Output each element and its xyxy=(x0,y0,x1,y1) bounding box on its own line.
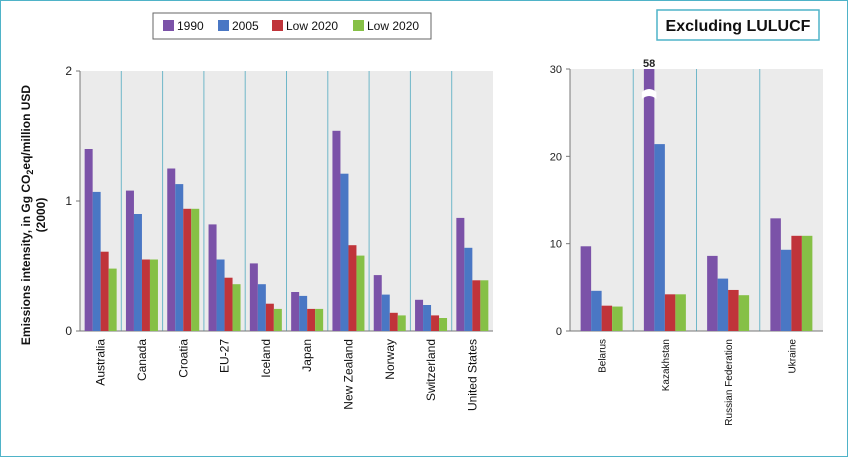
category-label-croatia: Croatia xyxy=(176,339,190,378)
legend-label-1990: 1990 xyxy=(177,19,204,33)
category-label-new-zealand: New Zealand xyxy=(341,339,355,410)
bar-australia-low2020-green xyxy=(108,268,117,331)
category-label-canada: Canada xyxy=(135,339,149,381)
bar-new-zealand-2005 xyxy=(340,173,349,331)
bar-eu-27-low2020-green xyxy=(232,284,241,331)
category-label-united-states: United States xyxy=(465,339,479,411)
bar-australia-2005 xyxy=(92,191,101,331)
bar-norway-low2020-red xyxy=(389,312,398,331)
y-tick-label: 20 xyxy=(550,151,562,163)
bar-switzerland-1990 xyxy=(415,299,424,331)
legend-label-low2020-red: Low 2020 xyxy=(286,19,338,33)
bar-kazakhstan-low2020-green xyxy=(675,294,686,331)
right-title: Excluding LULUCF xyxy=(656,9,820,41)
category-label-eu-27: EU-27 xyxy=(218,339,232,373)
bar-eu-27-1990 xyxy=(208,224,217,331)
bar-new-zealand-low2020-red xyxy=(348,245,357,331)
y-axis-label: Emissions intensity, in Gg CO2eq/million… xyxy=(19,85,48,346)
bar-switzerland-low2020-green xyxy=(439,318,448,331)
bar-iceland-low2020-red xyxy=(265,303,274,331)
category-label-russian-federation: Russian Federation xyxy=(724,339,735,426)
bar-japan-low2020-red xyxy=(307,308,316,331)
category-label-australia: Australia xyxy=(94,339,108,386)
y-axis-label-line1: Emissions intensity, in Gg CO2eq/million… xyxy=(19,85,35,346)
left-plot: 0 1 2 Australia Canada Croatia EU-27 Iceland Jap… xyxy=(65,64,493,411)
bar-croatia-1990 xyxy=(167,168,176,331)
bar-canada-1990 xyxy=(125,190,134,331)
bar-australia-low2020-red xyxy=(100,251,109,331)
y-tick-label: 0 xyxy=(65,324,72,338)
bar-switzerland-low2020-red xyxy=(431,315,440,331)
category-label-ukraine: Ukraine xyxy=(787,339,798,374)
category-label-belarus: Belarus xyxy=(598,339,609,373)
bar-iceland-1990 xyxy=(249,263,258,331)
legend-swatch-low2020-green xyxy=(353,20,364,31)
bar-united-states-2005 xyxy=(464,247,473,331)
bar-belarus-2005 xyxy=(591,290,602,331)
bar-ukraine-1990 xyxy=(770,218,781,331)
bar-japan-2005 xyxy=(299,295,308,331)
bar-eu-27-low2020-red xyxy=(224,277,233,331)
bar-kazakhstan-low2020-red xyxy=(664,294,676,331)
bar-new-zealand-1990 xyxy=(332,130,341,331)
category-label-japan: Japan xyxy=(300,339,314,372)
bar-canada-low2020-green xyxy=(149,259,158,331)
y-tick-label: 1 xyxy=(65,194,72,208)
bar-ukraine-low2020-green xyxy=(801,235,813,331)
y-axis-label-line2: (2000) xyxy=(34,198,48,233)
category-label-norway: Norway xyxy=(383,339,397,380)
legend-box xyxy=(152,12,432,40)
right-title-box xyxy=(656,9,820,41)
kazakhstan-1990-value-label: 58 xyxy=(643,58,655,70)
bar-norway-1990 xyxy=(373,275,382,331)
bar-russian-federation-2005 xyxy=(717,278,729,331)
bar-united-states-1990 xyxy=(456,217,465,331)
bar-russian-federation-1990 xyxy=(707,255,718,331)
bar-japan-low2020-green xyxy=(315,308,324,331)
bar-australia-1990 xyxy=(84,149,93,331)
bar-belarus-low2020-red xyxy=(601,305,613,331)
bar-kazakhstan-1990 xyxy=(643,69,655,331)
bar-croatia-low2020-red xyxy=(183,208,192,331)
right-title-text: Excluding LULUCF xyxy=(666,18,811,35)
legend-swatch-1990 xyxy=(163,20,174,31)
bar-ukraine-low2020-red xyxy=(791,235,802,331)
bar-iceland-low2020-green xyxy=(273,308,282,331)
y-tick-label: 30 xyxy=(550,64,562,76)
bar-iceland-2005 xyxy=(257,284,266,331)
bar-russian-federation-low2020-red xyxy=(728,289,739,331)
bar-croatia-low2020-green xyxy=(191,208,200,331)
bar-croatia-2005 xyxy=(175,184,184,331)
bar-eu-27-2005 xyxy=(216,259,225,331)
bar-switzerland-2005 xyxy=(423,305,432,331)
bar-belarus-1990 xyxy=(580,246,592,331)
y-tick-label: 0 xyxy=(556,326,562,338)
legend: 1990 2005 Low 2020 Low 2020 xyxy=(152,12,432,40)
axis-break-mark xyxy=(641,89,657,99)
bar-canada-2005 xyxy=(133,214,142,331)
category-label-iceland: Iceland xyxy=(259,339,273,378)
legend-swatch-low2020-red xyxy=(272,20,283,31)
bar-canada-low2020-red xyxy=(141,259,150,331)
legend-swatch-2005 xyxy=(218,20,229,31)
legend-label-2005: 2005 xyxy=(232,19,259,33)
bar-belarus-low2020-green xyxy=(612,306,623,331)
bar-kazakhstan-2005 xyxy=(654,144,665,331)
legend-label-low2020-green: Low 2020 xyxy=(367,19,419,33)
bar-japan-1990 xyxy=(291,292,300,331)
bar-ukraine-2005 xyxy=(780,249,792,331)
bar-russian-federation-low2020-green xyxy=(738,295,750,331)
bar-united-states-low2020-green xyxy=(480,280,489,331)
category-label-switzerland: Switzerland xyxy=(424,339,438,401)
category-label-kazakhstan: Kazakhstan xyxy=(661,339,672,391)
bar-norway-2005 xyxy=(381,294,390,331)
right-plot: 0 10 20 30 Belarus Kazakhstan Russian Federati… xyxy=(550,58,823,426)
bar-united-states-low2020-red xyxy=(472,280,481,331)
y-tick-label: 10 xyxy=(550,239,562,251)
bar-new-zealand-low2020-green xyxy=(356,255,365,331)
y-tick-label: 2 xyxy=(65,64,72,78)
bar-norway-low2020-green xyxy=(397,315,406,331)
